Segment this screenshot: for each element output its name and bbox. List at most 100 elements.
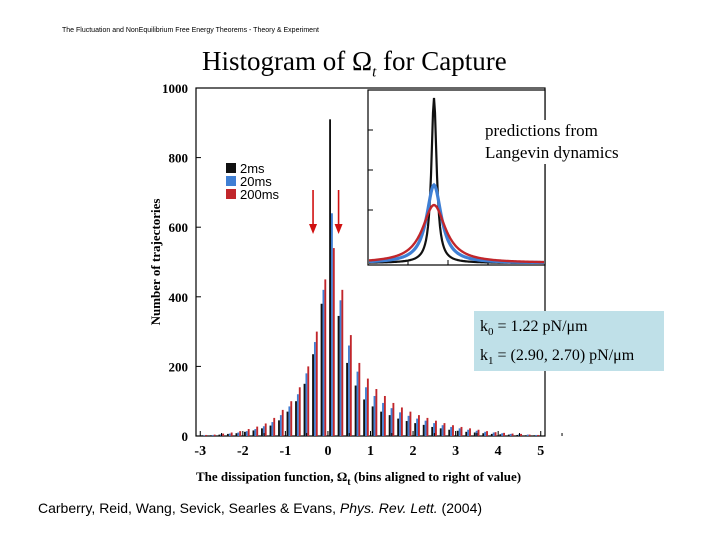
bar-2ms-28 (439, 428, 442, 436)
x-tick-label--2: -2 (237, 444, 249, 459)
bar-2ms-11 (295, 401, 297, 436)
bar-20ms-39 (535, 434, 538, 436)
bar-200ms-10 (290, 401, 293, 436)
bar-200ms-30 (460, 426, 463, 436)
bar-200ms-8 (273, 417, 276, 436)
legend-swatch-20ms (226, 176, 236, 186)
bar-20ms-1 (211, 434, 214, 436)
y-tick-label-0: 0 (182, 429, 189, 444)
k1-symbol: k (480, 347, 488, 365)
k1-subscript: 1 (488, 355, 494, 368)
k0-subscript: 0 (488, 326, 494, 339)
bar-20ms-3 (228, 433, 231, 436)
title-suffix: for Capture (376, 46, 507, 76)
x-axis-label-suffix: (bins aligned to right of value) (351, 469, 521, 484)
bar-200ms-38 (528, 434, 531, 436)
bar-2ms-36 (507, 434, 510, 436)
bar-20ms-23 (399, 412, 401, 436)
arrow-annotations (309, 190, 343, 234)
k0-symbol: k (480, 318, 488, 335)
bar-200ms-16 (341, 289, 344, 436)
bar-200ms-34 (494, 432, 497, 436)
k0-value: = 1.22 pN/μm (493, 318, 588, 335)
bar-2ms-23 (397, 418, 400, 436)
bar-2ms-33 (482, 433, 485, 436)
bar-200ms-1 (213, 434, 216, 436)
bar-2ms-1 (209, 435, 212, 436)
slide-title: Histogram of Ωt for Capture (202, 46, 507, 81)
bar-2ms-37 (516, 434, 519, 436)
bar-200ms-39 (537, 434, 540, 436)
bar-200ms-13 (315, 331, 318, 436)
slide-header: The Fluctuation and NonEquilibrium Free … (62, 27, 319, 34)
histogram-bars (201, 119, 540, 436)
bar-20ms-36 (509, 433, 512, 436)
bar-200ms-29 (452, 425, 454, 436)
bar-200ms-3 (230, 432, 233, 436)
bar-2ms-3 (226, 433, 229, 436)
bar-200ms-20 (375, 389, 378, 436)
bar-2ms-10 (286, 411, 289, 436)
bar-20ms-34 (492, 432, 495, 436)
bar-200ms-18 (358, 362, 361, 436)
bar-200ms-17 (349, 335, 352, 436)
bar-2ms-15 (329, 119, 331, 436)
x-axis-ticks: -3 -2 -1 0 1 2 3 4 5 (194, 431, 563, 459)
bar-20ms-13 (313, 342, 316, 436)
constants-box: k0 = 1.22 pN/μm k1 = (2.90, 2.70) pN/μm (474, 311, 664, 371)
y-tick-label-800: 800 (169, 151, 189, 166)
bar-200ms-19 (366, 378, 369, 436)
bar-20ms-7 (262, 426, 265, 436)
bar-200ms-35 (503, 432, 505, 436)
title-prefix: Histogram of (202, 46, 352, 76)
bar-200ms-11 (298, 387, 301, 436)
bar-200ms-6 (256, 426, 259, 436)
legend-label-20ms: 20ms (240, 174, 272, 189)
title-omega-symbol: Ω (351, 46, 373, 76)
bar-20ms-25 (416, 418, 418, 436)
bar-20ms-8 (271, 422, 274, 436)
bar-20ms-4 (237, 432, 240, 436)
bar-200ms-36 (511, 433, 514, 436)
bar-200ms-4 (239, 431, 242, 436)
inset-label-line1: predictions from (485, 121, 598, 140)
bar-20ms-21 (382, 402, 384, 436)
legend-swatch-200ms (226, 189, 236, 199)
bar-200ms-5 (247, 429, 250, 436)
bar-2ms-27 (431, 426, 434, 436)
bar-200ms-33 (486, 431, 488, 436)
bar-2ms-19 (363, 399, 366, 436)
citation-journal: Phys. Rev. Lett. (339, 500, 438, 516)
bar-200ms-21 (383, 395, 386, 436)
bar-2ms-6 (252, 430, 255, 436)
bar-200ms-15 (332, 248, 335, 436)
bar-2ms-16 (337, 315, 340, 436)
bar-2ms-39 (533, 435, 536, 436)
bar-200ms-23 (400, 407, 403, 436)
bar-20ms-17 (348, 345, 350, 436)
inset-curve-200ms (368, 203, 545, 264)
k1-value: = (2.90, 2.70) pN/μm (493, 347, 635, 365)
bar-20ms-6 (254, 429, 257, 436)
inset-plot (367, 89, 546, 266)
x-tick-label-5: 5 (537, 444, 544, 459)
bar-200ms-9 (281, 409, 284, 436)
bar-200ms-37 (520, 433, 523, 436)
citation: Carberry, Reid, Wang, Sevick, Searles & … (38, 500, 482, 516)
y-axis-ticks: 0 200 400 600 800 1000 (162, 81, 201, 444)
bar-20ms-10 (288, 406, 291, 436)
x-tick-label-3: 3 (452, 444, 459, 459)
bar-200ms-25 (418, 415, 420, 436)
bar-2ms-25 (414, 423, 417, 436)
bar-20ms-33 (484, 431, 487, 436)
bar-20ms-20 (373, 395, 376, 436)
inset-frame (367, 89, 546, 266)
bar-2ms-12 (303, 383, 306, 436)
bar-2ms-32 (473, 432, 476, 436)
bar-2ms-20 (371, 406, 374, 436)
k1-line: k1 = (2.90, 2.70) pN/μm (480, 344, 664, 373)
bar-200ms-26 (426, 417, 429, 436)
bar-2ms-24 (405, 421, 408, 436)
legend-label-2ms: 2ms (240, 161, 265, 176)
y-axis-label: Number of trajectories (148, 199, 163, 326)
